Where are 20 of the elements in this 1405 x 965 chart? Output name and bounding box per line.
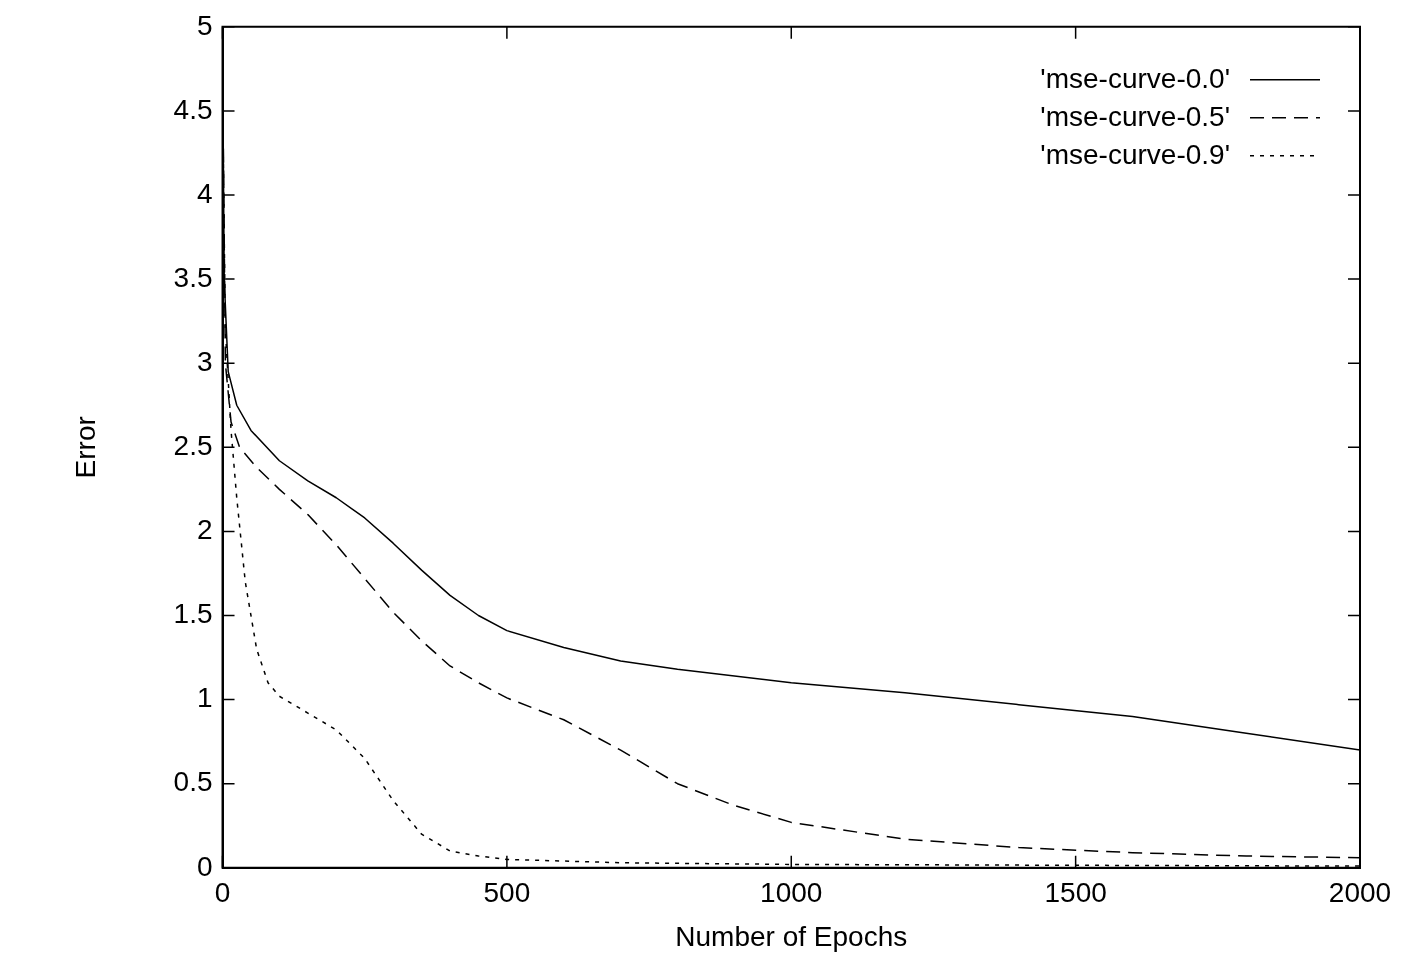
legend-label: 'mse-curve-0.0' [1040, 62, 1230, 94]
x-tick-label: 1500 [1044, 877, 1107, 909]
x-axis-title: Number of Epochs [675, 920, 908, 952]
y-tick-label: 2.5 [173, 430, 213, 462]
y-tick-label: 2 [196, 514, 213, 546]
y-tick-label: 0 [196, 850, 213, 882]
y-axis-title: Error [69, 416, 101, 479]
y-tick-label: 3 [196, 345, 213, 377]
y-tick-label: 1 [196, 682, 213, 714]
y-tick-label: 3.5 [173, 261, 213, 293]
y-tick-label: 0.5 [173, 766, 213, 798]
y-tick-label: 4 [196, 177, 213, 209]
x-tick-label: 1000 [760, 877, 823, 909]
y-tick-label: 1.5 [173, 598, 213, 630]
x-tick-label: 500 [483, 877, 531, 909]
legend-label: 'mse-curve-0.5' [1040, 100, 1230, 132]
x-tick-label: 2000 [1328, 877, 1392, 909]
y-tick-label: 5 [196, 9, 213, 41]
legend-label: 'mse-curve-0.9' [1040, 138, 1230, 170]
y-tick-label: 4.5 [173, 93, 213, 125]
